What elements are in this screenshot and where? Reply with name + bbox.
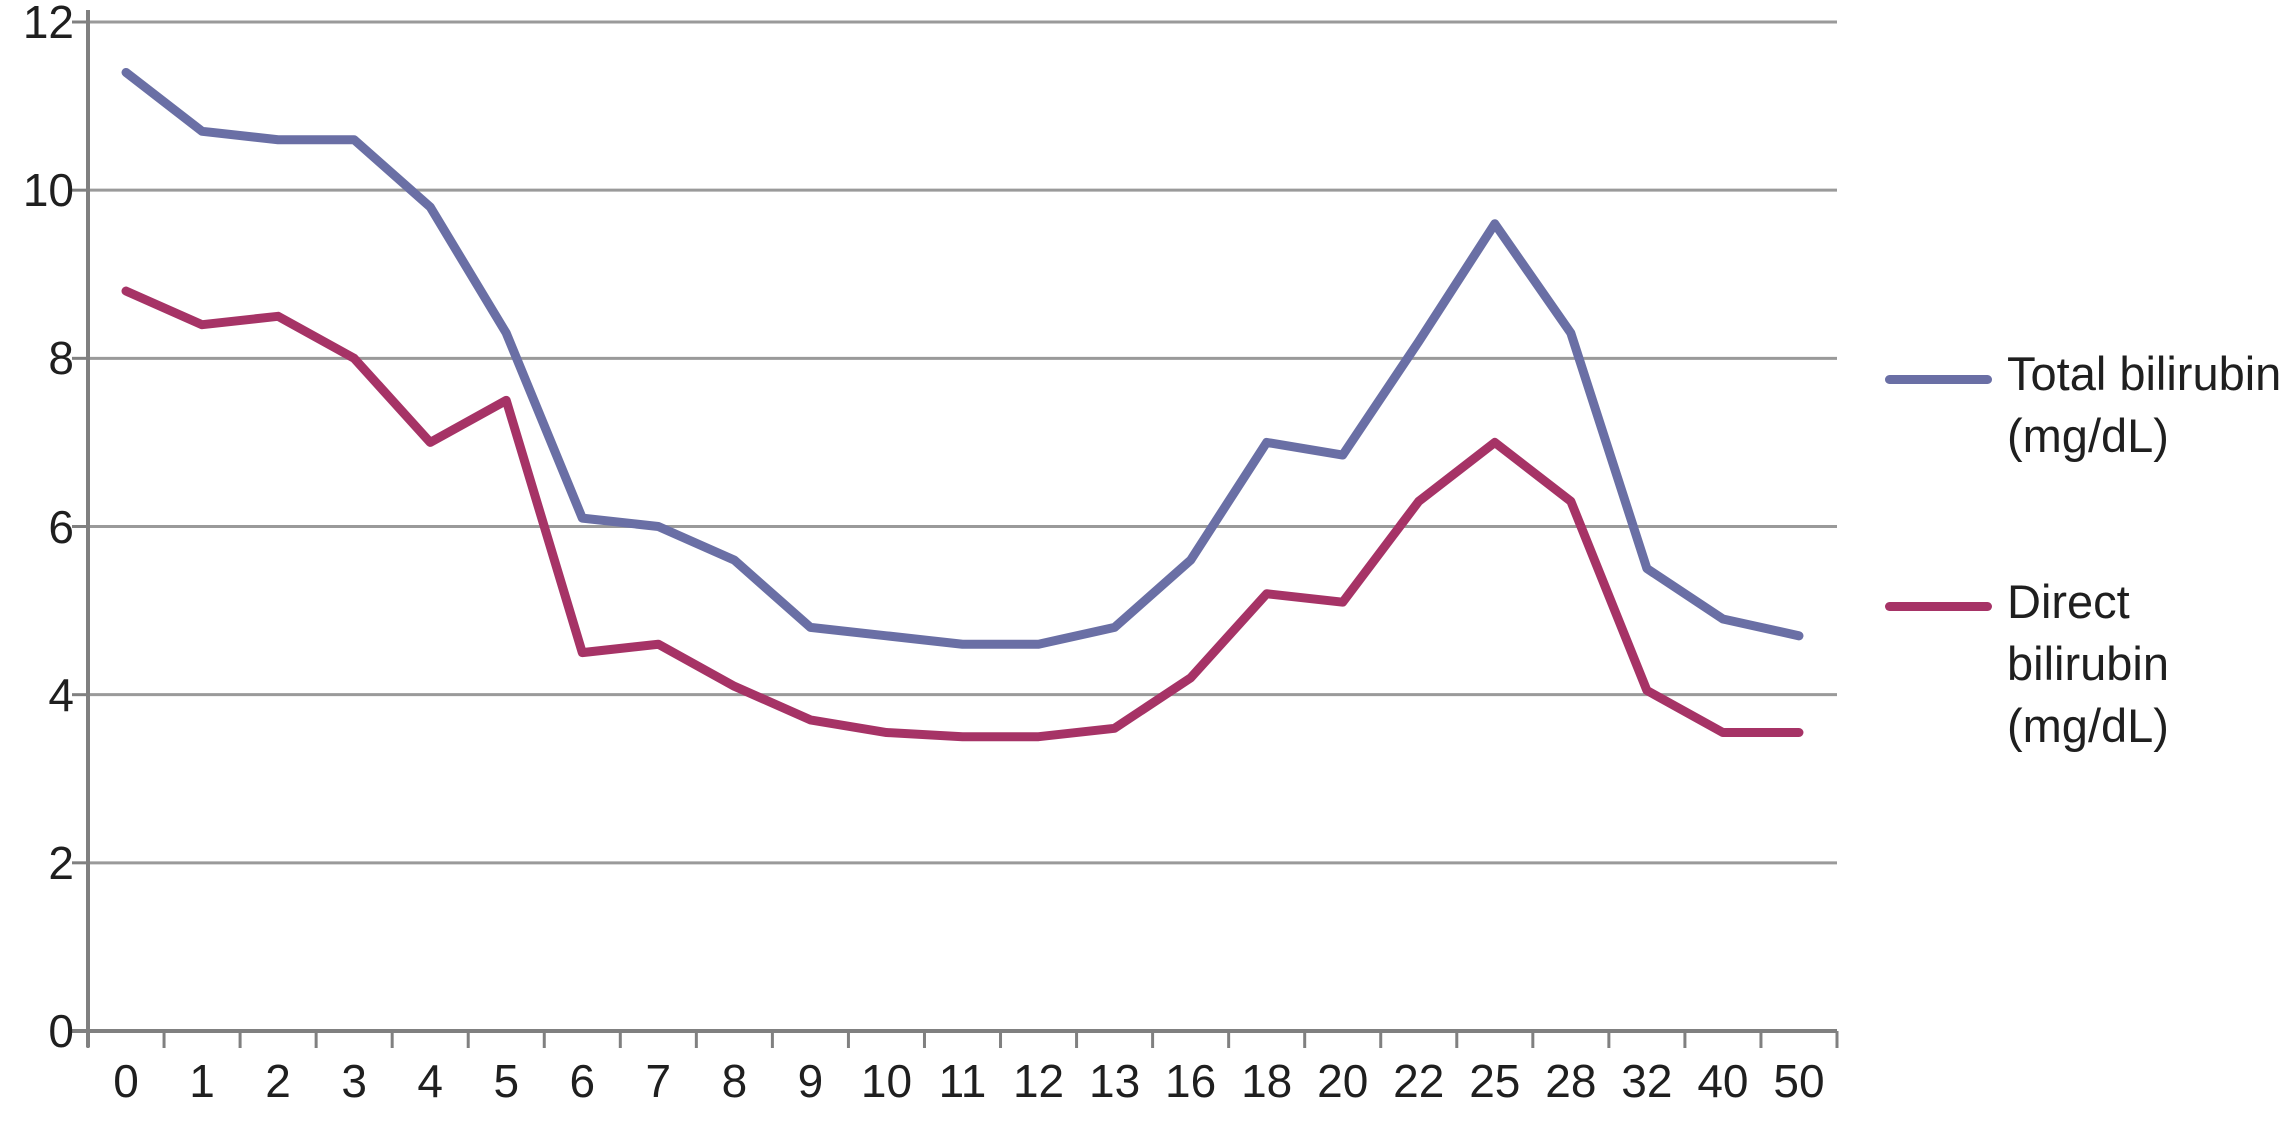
x-axis-tick-label: 16: [1165, 1055, 1217, 1107]
x-axis-tick-label: 9: [797, 1055, 824, 1107]
x-axis-tick-label: 3: [341, 1055, 367, 1107]
y-axis-tick-label: 8: [48, 332, 74, 385]
x-axis-tick-label: 20: [1317, 1055, 1369, 1107]
legend-item-total-bilirubin: Total bilirubin (mg/dL): [2007, 347, 2282, 462]
direct-bilirubin-line: [121, 286, 1804, 742]
y-axis-tick-label: 6: [48, 500, 74, 553]
y-axis-tick-label: 12: [22, 0, 74, 48]
x-axis-tick-label: 25: [1469, 1055, 1521, 1107]
direct-series-swatch-icon: [1885, 602, 1992, 611]
x-axis-tick-label: 11: [938, 1055, 987, 1107]
y-axis-tick-label: 2: [48, 836, 74, 889]
x-axis-tick-label: 8: [721, 1055, 748, 1107]
x-axis-tick-label: 10: [860, 1055, 913, 1107]
y-axis-tick-label: 10: [22, 164, 74, 217]
x-axis-tick-label: 1: [189, 1055, 215, 1107]
x-axis-tick-label: 6: [569, 1055, 596, 1107]
x-axis-tick-label: 4: [417, 1055, 443, 1107]
x-axis-tick-label: 18: [1241, 1055, 1293, 1107]
x-axis-tick-label: 32: [1621, 1055, 1673, 1107]
y-axis-tick-label: 0: [48, 1005, 74, 1057]
total-bilirubin-line: [121, 67, 1804, 649]
x-axis-tick-label: 12: [1012, 1055, 1065, 1107]
x-axis-tick-label: 0: [113, 1055, 139, 1107]
x-axis-tick-label: 40: [1697, 1055, 1749, 1107]
x-axis-tick-label: 5: [493, 1055, 520, 1107]
x-axis-tick-label: 22: [1393, 1055, 1445, 1107]
total-series-swatch-icon: [1885, 375, 1992, 384]
legend-item-direct-bilirubin: Direct bilirubin (mg/dL): [2007, 575, 2169, 752]
y-axis-tick-label: 4: [48, 668, 74, 721]
x-axis-tick-label: 28: [1545, 1055, 1597, 1107]
x-axis-tick-label: 13: [1088, 1055, 1141, 1107]
x-axis-tick-label: 7: [645, 1055, 672, 1107]
x-axis-tick-label: 2: [265, 1055, 291, 1107]
x-axis-tick-label: 50: [1773, 1055, 1825, 1107]
